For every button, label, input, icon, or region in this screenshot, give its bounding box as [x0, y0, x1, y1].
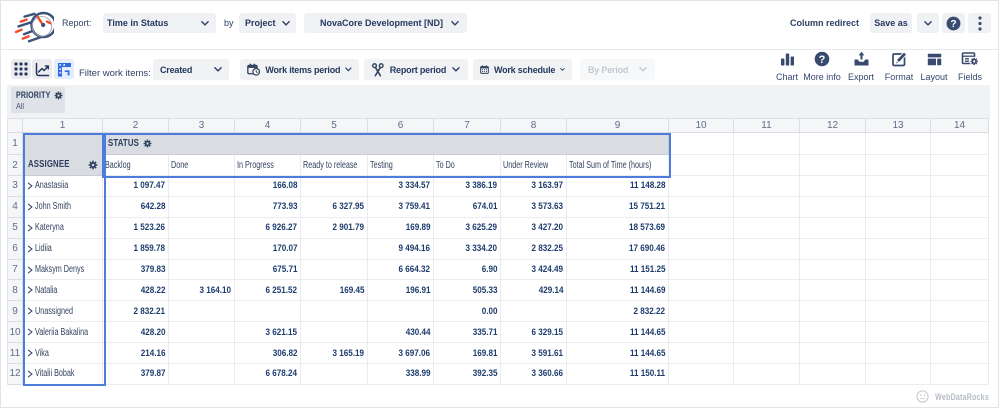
- svg-text:?: ?: [950, 19, 956, 30]
- svg-text:?: ?: [819, 54, 826, 66]
